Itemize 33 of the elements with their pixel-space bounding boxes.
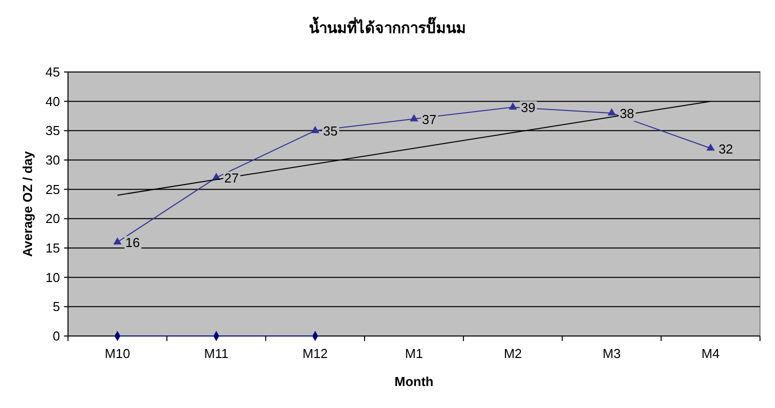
point bbox=[508, 102, 518, 110]
point bbox=[410, 114, 418, 122]
y-tick-label: 0 bbox=[52, 328, 60, 344]
y-tick-label: 40 bbox=[46, 94, 60, 109]
y-tick-label: 15 bbox=[46, 240, 60, 256]
x-tick-label: M12 bbox=[302, 346, 328, 361]
y-tick-label: 20 bbox=[46, 211, 60, 226]
y-axis-title: Average OZ / day bbox=[20, 150, 35, 257]
point bbox=[706, 143, 715, 151]
data-label: 16 bbox=[125, 235, 140, 250]
data-label: 37 bbox=[422, 112, 436, 127]
x-tick-label: M4 bbox=[702, 346, 720, 361]
y-tick-label: 45 bbox=[46, 64, 60, 80]
data-label: 32 bbox=[718, 141, 734, 156]
point bbox=[608, 108, 616, 116]
y-tick-label: 35 bbox=[46, 123, 60, 138]
y-tick-label: 30 bbox=[46, 152, 60, 168]
y-tick-label: 5 bbox=[52, 299, 60, 314]
x-tick-label: M2 bbox=[504, 346, 522, 361]
x-tick-label: M1 bbox=[404, 346, 424, 361]
x-tick-label: M11 bbox=[204, 346, 228, 361]
point bbox=[310, 126, 320, 134]
data-label: 38 bbox=[620, 106, 634, 122]
y-tick-label: 10 bbox=[46, 270, 60, 285]
x-tick-label: M3 bbox=[602, 346, 621, 361]
y-tick-label: 25 bbox=[46, 182, 60, 197]
chart-title: น้ำนมที่ได้จากการปั๊มนม bbox=[309, 16, 466, 37]
data-label: 27 bbox=[224, 170, 239, 186]
x-axis-title: Month bbox=[394, 374, 434, 389]
data-label: 39 bbox=[520, 100, 536, 116]
x-tick-label: M10 bbox=[104, 346, 130, 361]
data-label: 35 bbox=[323, 124, 338, 139]
point bbox=[113, 237, 122, 245]
